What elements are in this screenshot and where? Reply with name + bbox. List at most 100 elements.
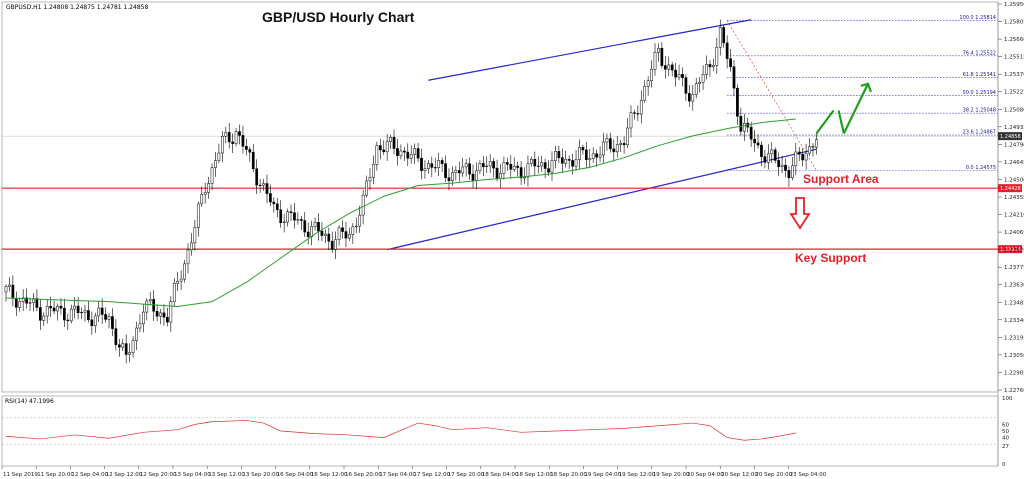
price-tick-label: 1.24935 (1004, 125, 1024, 131)
candle-body (121, 343, 125, 348)
candle-body (516, 165, 520, 168)
candle-body (334, 239, 338, 250)
price-tick-label: 1.25080 (1004, 107, 1024, 113)
candle-body (588, 158, 592, 161)
candle-body (241, 135, 245, 147)
candle-body (124, 343, 128, 355)
candle-body (787, 170, 791, 179)
fib-level-label: 23.6 1.24867 (963, 130, 996, 136)
candle-body (97, 307, 101, 317)
candle-body (107, 316, 111, 320)
candle-body (753, 138, 756, 144)
rsi-line (5, 420, 796, 441)
candle-body (457, 170, 461, 174)
candle-body (437, 160, 441, 169)
candle-body (447, 177, 451, 181)
support-price-tag (998, 184, 1022, 193)
candle-body (385, 141, 389, 153)
candle-body (399, 150, 403, 157)
current-price-tag (998, 132, 1022, 141)
candle-body (196, 203, 200, 228)
price-tick-label: 1.23485 (1004, 300, 1024, 306)
time-tick-label: 12 Sep 12:00 (106, 472, 143, 478)
candle-body (729, 58, 732, 68)
candle-body (166, 316, 169, 323)
candle-body (488, 161, 492, 167)
candle-body (574, 159, 578, 167)
candle-body (571, 160, 574, 167)
candle-body (547, 168, 550, 173)
time-tick-label: 11 Sep 2019 (3, 472, 38, 478)
candle-body (375, 145, 379, 165)
candle-body (296, 219, 300, 221)
candle-body (372, 164, 375, 178)
candle-body (186, 249, 190, 265)
candle-body (629, 112, 633, 129)
candle-body (461, 166, 465, 174)
candle-body (21, 297, 25, 302)
candle-body (389, 137, 392, 142)
rsi-tick-label: 40 (1002, 436, 1009, 442)
channel-upper-line (428, 19, 752, 81)
candle-body (440, 160, 444, 164)
candle-body (145, 300, 149, 313)
price-panel (1, 1, 999, 393)
candle-body (646, 80, 650, 87)
candle-body (231, 141, 234, 144)
candle-body (348, 234, 351, 239)
candle-body (677, 74, 681, 78)
fib-trend-line (726, 20, 817, 171)
price-tick-label: 1.23630 (1004, 283, 1024, 289)
rsi-panel (1, 395, 999, 467)
candle-body (506, 162, 509, 165)
candle-body (739, 116, 743, 132)
candle-body (69, 308, 73, 322)
candle-body (258, 184, 262, 186)
time-tick-label: 17 Sep 12:00 (413, 472, 450, 478)
candle-body (708, 64, 712, 68)
time-tick-label: 18 Sep 12:00 (516, 472, 553, 478)
current-price-value: 1.24858 (1000, 134, 1021, 140)
candle-body (543, 162, 547, 169)
candle-body (444, 163, 447, 179)
candle-body (694, 83, 698, 95)
time-tick-label: 20 Sep 20:00 (755, 472, 792, 478)
candle-body (248, 149, 252, 153)
candle-body (416, 148, 420, 159)
time-tick-label: 13 Sep 04:00 (174, 472, 211, 478)
candle-body (83, 310, 87, 313)
fib-level-label: 50.0 1.25194 (963, 90, 996, 96)
time-tick-label: 23 Sep 04:00 (790, 472, 827, 478)
candle-body (643, 86, 647, 101)
candle-body (584, 149, 588, 161)
candle-body (378, 145, 382, 151)
candle-body (330, 240, 334, 250)
candle-body (598, 154, 602, 158)
candle-body (530, 158, 533, 164)
time-tick-label: 19 Sep 12:00 (619, 472, 656, 478)
support-price-value: 1.24428 (1000, 186, 1021, 192)
candle-body (63, 307, 66, 321)
candle-body (660, 47, 664, 66)
candle-body (777, 160, 780, 168)
candle-body (289, 211, 293, 213)
candle-body (87, 310, 90, 321)
ma-line (5, 118, 796, 308)
candle-body (265, 183, 269, 194)
candle-body (670, 64, 674, 71)
candle-body (526, 163, 530, 178)
candle-body (560, 157, 564, 164)
candle-body (718, 27, 722, 48)
time-tick-label: 16 Sep 12:00 (311, 472, 348, 478)
price-tick-label: 1.25370 (1004, 72, 1024, 78)
candle-body (269, 193, 272, 203)
price-tick-label: 1.24355 (1004, 195, 1024, 201)
candle-body (282, 221, 286, 223)
candle-body (299, 219, 303, 221)
candle-body (90, 319, 94, 327)
candle-body (279, 209, 283, 223)
candle-body (701, 74, 705, 83)
price-tick-label: 1.25515 (1004, 55, 1024, 61)
time-tick-label: 12 Sep 20:00 (140, 472, 177, 478)
channel-lower-line (387, 148, 817, 251)
